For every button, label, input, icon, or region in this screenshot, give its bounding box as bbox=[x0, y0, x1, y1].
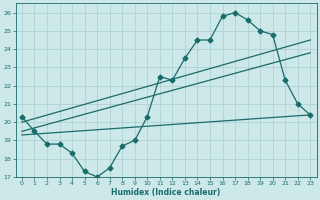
X-axis label: Humidex (Indice chaleur): Humidex (Indice chaleur) bbox=[111, 188, 221, 197]
